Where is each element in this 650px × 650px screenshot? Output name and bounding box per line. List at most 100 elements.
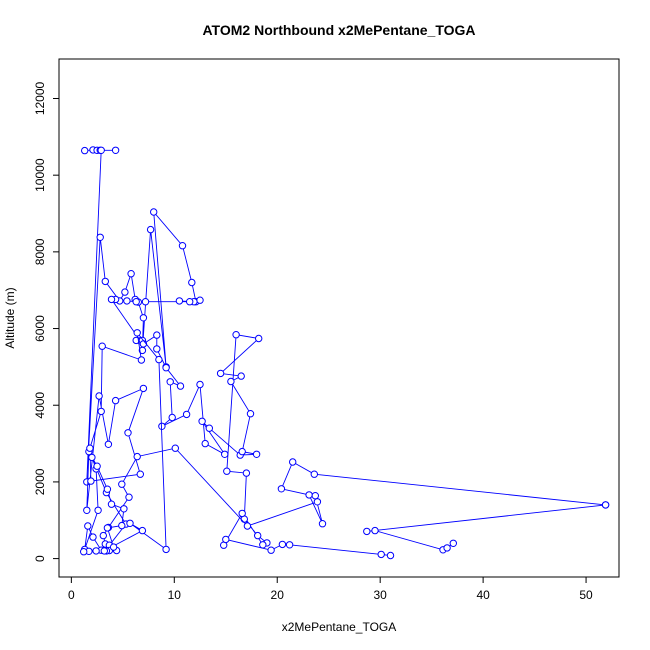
data-point [363, 527, 371, 536]
data-point [121, 288, 129, 296]
data-point [97, 146, 105, 155]
axes: 0 10 20 30 40 50 0 2000 4000 6000 8000 10000 12000 [33, 81, 593, 602]
data-point [137, 356, 146, 364]
data-point [153, 331, 161, 339]
data-point [175, 297, 184, 305]
x-tick-label: 20 [271, 588, 285, 602]
data-point [237, 372, 245, 380]
y-tick-label: 0 [33, 555, 47, 562]
data-point [93, 462, 101, 470]
data-point [150, 208, 158, 216]
data-point [171, 444, 180, 452]
data-point [133, 329, 141, 337]
data-point [449, 539, 457, 547]
data-point [178, 242, 187, 250]
data-point [96, 233, 104, 242]
data-point [277, 485, 286, 493]
data-point [188, 278, 196, 287]
data-point [107, 295, 116, 304]
data-point [162, 364, 170, 372]
x-tick-label: 50 [579, 588, 593, 602]
data-point [99, 531, 108, 540]
data-point [100, 547, 109, 555]
data-point [246, 410, 255, 418]
data-point [118, 521, 126, 530]
data-point [221, 450, 229, 458]
data-point [162, 545, 170, 554]
data-point [125, 493, 133, 501]
data-point [126, 519, 134, 527]
data-point [386, 551, 395, 560]
data-point [196, 380, 204, 389]
data-point [252, 450, 261, 458]
data-point [107, 500, 116, 508]
data-point [310, 470, 318, 478]
data-point [238, 509, 246, 518]
series-3 [80, 329, 610, 556]
data-point [227, 377, 235, 386]
data-point [127, 270, 135, 278]
data-point [223, 467, 231, 475]
data-point [80, 548, 88, 556]
data-point [132, 298, 140, 306]
data-point [141, 298, 150, 306]
x-tick-label: 0 [68, 588, 75, 602]
data-point [124, 429, 132, 437]
data-point [98, 342, 106, 350]
data-point [153, 345, 161, 353]
data-point [120, 505, 128, 513]
y-tick-label: 12000 [33, 81, 47, 115]
data-point [111, 146, 120, 155]
x-tick-label: 30 [373, 588, 387, 602]
data-point [81, 146, 89, 155]
data-point [182, 410, 191, 419]
y-axis-label: Altitude (m) [3, 287, 17, 348]
data-point [313, 498, 322, 506]
data-point [92, 547, 100, 555]
data-point [155, 355, 163, 364]
data-point [371, 526, 379, 535]
data-point [377, 550, 385, 559]
x-axis-label: x2MePentane_TOGA [282, 620, 397, 634]
data-point [311, 492, 319, 500]
y-tick-label: 8000 [33, 238, 47, 265]
plot-frame [58, 58, 620, 578]
data-point [133, 452, 141, 461]
data-point [201, 439, 209, 448]
y-tick-label: 2000 [33, 468, 47, 495]
data-point [104, 440, 113, 448]
data-point [84, 522, 92, 530]
data-point [166, 378, 174, 386]
data-point [176, 382, 185, 390]
data-point [97, 407, 105, 416]
data-point [259, 541, 267, 549]
data-point [278, 540, 287, 549]
data-point [222, 535, 230, 544]
data-point [146, 225, 155, 234]
data-point [254, 531, 262, 540]
data-point [103, 524, 112, 532]
data-point [289, 458, 297, 466]
data-point [94, 506, 102, 514]
data-point [242, 469, 251, 477]
data-point [89, 533, 97, 541]
chart-title: ATOM2 Northbound x2MePentane_TOGA [202, 22, 475, 38]
data-point [123, 297, 131, 305]
y-tick-label: 10000 [33, 158, 47, 192]
data-point [267, 546, 275, 554]
data-point [285, 541, 294, 549]
data-point [87, 477, 95, 485]
data-point [136, 470, 145, 478]
data-point [238, 447, 246, 456]
data-point [139, 384, 148, 393]
y-tick-label: 6000 [33, 315, 47, 342]
plot-area [80, 146, 610, 560]
data-point [186, 298, 194, 306]
x-tick-label: 40 [476, 588, 490, 602]
data-point [198, 417, 206, 425]
y-tick-label: 4000 [33, 392, 47, 419]
data-point [111, 396, 120, 405]
data-point [305, 491, 313, 499]
data-point [168, 413, 176, 422]
data-point [318, 520, 327, 528]
